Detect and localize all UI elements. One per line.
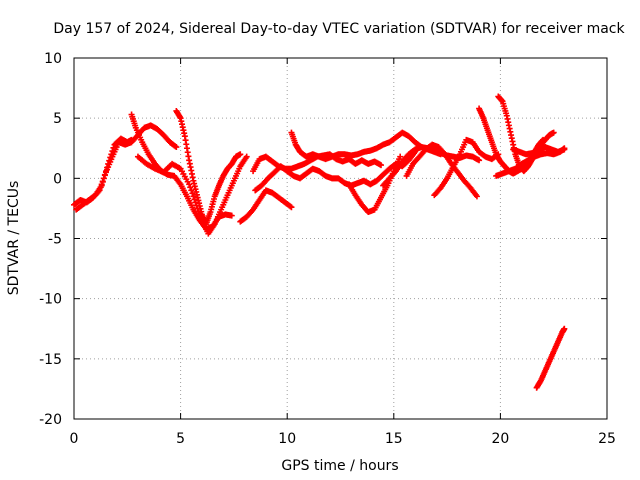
data-point [98,182,105,189]
data-point [109,148,116,155]
y-tick-label: 0 [53,171,62,187]
series-track-12 [403,141,480,200]
chart-title: Day 157 of 2024, Sidereal Day-to-day VTE… [53,21,625,37]
x-tick-label: 25 [598,431,616,447]
data-point [106,157,113,164]
y-tick-label: -10 [39,292,62,308]
data-points [71,93,568,391]
x-axis-label: GPS time / hours [281,458,398,474]
series-track-2 [73,135,135,213]
data-point [228,212,235,219]
data-point [189,190,196,197]
data-point [128,136,135,143]
x-tick-label: 0 [70,431,79,447]
data-point [186,181,193,188]
series-track-6 [237,187,295,225]
data-point [107,154,114,161]
data-point [99,178,106,185]
data-point [110,144,117,151]
data-point [378,162,385,169]
y-tick-label: -20 [39,412,62,428]
y-tick-label: 5 [53,111,62,127]
series-track-17 [493,145,568,179]
data-point [100,175,107,182]
data-point [288,204,295,211]
data-point [101,171,108,178]
data-point [172,143,179,150]
axis-ticks: 0 5 10 15 20 25 -20 -15 -10 -5 0 5 10 [39,51,616,447]
series-track-13 [431,136,502,199]
data-point [243,153,250,160]
series-track-1 [71,122,180,208]
series-track-11 [380,144,483,189]
data-point [397,153,404,160]
data-point [237,151,244,158]
data-point [188,187,195,194]
data-point [550,129,557,136]
data-point [105,160,112,167]
grid [74,58,607,419]
series-track-5 [173,107,244,228]
data-point [191,196,198,203]
data-point [108,151,115,158]
x-tick-label: 20 [491,431,509,447]
data-point [561,145,568,152]
data-point [287,203,294,210]
plot-frame [73,57,608,420]
data-point [104,164,111,171]
y-tick-label: -5 [48,232,62,248]
data-point [102,168,109,175]
x-tick-label: 15 [385,431,403,447]
data-point [187,184,194,191]
data-point [561,325,568,332]
data-point [190,193,197,200]
series-track-4 [134,153,250,237]
data-point [473,193,480,200]
series-track-18 [533,325,568,391]
data-point [173,144,180,151]
data-point [476,157,483,164]
x-tick-label: 10 [278,431,296,447]
y-tick-label: 10 [44,51,62,67]
y-tick-label: -15 [39,352,62,368]
y-axis-label: SDTVAR / TECUs [6,181,22,296]
x-tick-label: 5 [176,431,185,447]
